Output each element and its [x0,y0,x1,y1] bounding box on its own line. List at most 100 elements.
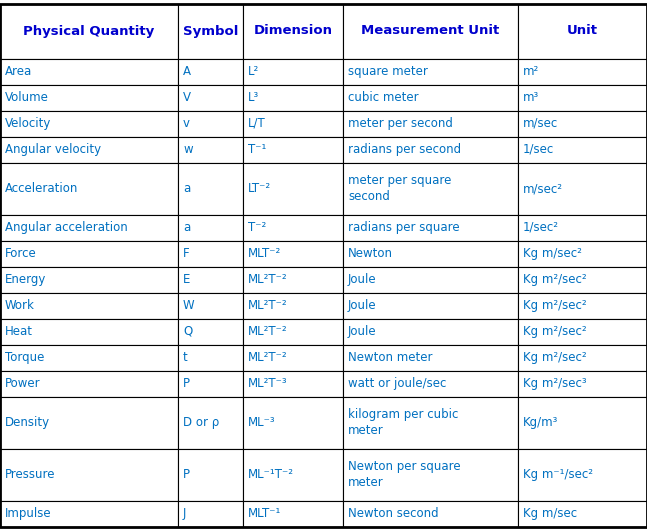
Text: ML⁻¹T⁻²: ML⁻¹T⁻² [248,468,294,481]
Text: t: t [183,351,188,364]
Text: m/sec²: m/sec² [523,182,563,195]
Bar [343,84,518,110]
Text: cubic meter: cubic meter [348,91,419,104]
Text: m²: m² [523,65,539,78]
Text: W: W [183,299,195,312]
Bar [0,293,178,319]
Bar [0,58,178,84]
Bar [343,58,518,84]
Bar [518,500,647,526]
Bar [0,500,178,526]
Bar [343,215,518,241]
Text: Angular acceleration: Angular acceleration [5,221,127,234]
Bar [243,448,343,500]
Bar [518,241,647,267]
Bar [0,137,178,163]
Bar [518,137,647,163]
Text: Area: Area [5,65,32,78]
Text: Newton per square
meter: Newton per square meter [348,460,461,489]
Bar [518,319,647,344]
Bar [0,319,178,344]
Text: ML²T⁻³: ML²T⁻³ [248,377,288,390]
Text: T⁻²: T⁻² [248,221,267,234]
Bar [518,448,647,500]
Text: ML²T⁻²: ML²T⁻² [248,325,288,338]
Text: Kg m/sec: Kg m/sec [523,507,577,520]
Bar [343,500,518,526]
Text: 1/sec²: 1/sec² [523,221,559,234]
Bar [343,110,518,137]
Text: Force: Force [5,247,37,260]
Bar [0,110,178,137]
Text: Work: Work [5,299,35,312]
Text: Joule: Joule [348,325,377,338]
Bar [343,163,518,215]
Text: Acceleration: Acceleration [5,182,78,195]
Text: Kg m⁻¹/sec²: Kg m⁻¹/sec² [523,468,593,481]
Bar [343,319,518,344]
Bar [243,215,343,241]
Text: meter per second: meter per second [348,117,453,130]
Bar [243,370,343,396]
Text: Dimension: Dimension [254,24,333,38]
Bar [0,267,178,293]
Text: Kg m²/sec²: Kg m²/sec² [523,299,587,312]
Text: Newton: Newton [348,247,393,260]
Text: Kg m²/sec²: Kg m²/sec² [523,273,587,286]
Bar [178,4,243,58]
Text: ML²T⁻²: ML²T⁻² [248,351,288,364]
Bar [178,500,243,526]
Text: v: v [183,117,190,130]
Text: Kg/m³: Kg/m³ [523,416,558,429]
Text: MLT⁻²: MLT⁻² [248,247,281,260]
Bar [0,370,178,396]
Text: Heat: Heat [5,325,33,338]
Bar [178,319,243,344]
Bar [0,396,178,448]
Text: kilogram per cubic
meter: kilogram per cubic meter [348,408,458,437]
Text: Physical Quantity: Physical Quantity [23,24,155,38]
Bar [243,110,343,137]
Bar [178,267,243,293]
Bar [243,267,343,293]
Text: w: w [183,143,193,156]
Text: ML²T⁻²: ML²T⁻² [248,299,288,312]
Bar [243,84,343,110]
Text: watt or joule/sec: watt or joule/sec [348,377,446,390]
Bar [0,163,178,215]
Bar [243,319,343,344]
Bar [178,396,243,448]
Text: MLT⁻¹: MLT⁻¹ [248,507,281,520]
Text: radians per second: radians per second [348,143,461,156]
Bar [518,110,647,137]
Bar [0,344,178,370]
Text: Newton second: Newton second [348,507,439,520]
Bar [178,110,243,137]
Text: square meter: square meter [348,65,428,78]
Text: J: J [183,507,186,520]
Bar [243,500,343,526]
Text: radians per square: radians per square [348,221,459,234]
Bar [243,4,343,58]
Text: A: A [183,65,191,78]
Text: Joule: Joule [348,273,377,286]
Text: L³: L³ [248,91,259,104]
Bar [178,370,243,396]
Text: D or ρ: D or ρ [183,416,219,429]
Bar [518,293,647,319]
Text: L/T: L/T [248,117,266,130]
Bar [178,344,243,370]
Bar [243,163,343,215]
Bar [518,344,647,370]
Bar [243,344,343,370]
Bar [0,448,178,500]
Bar [243,293,343,319]
Text: Kg m/sec²: Kg m/sec² [523,247,582,260]
Text: Pressure: Pressure [5,468,56,481]
Text: Volume: Volume [5,91,49,104]
Bar [518,267,647,293]
Text: Torque: Torque [5,351,45,364]
Bar [518,4,647,58]
Bar [0,4,178,58]
Text: T⁻¹: T⁻¹ [248,143,267,156]
